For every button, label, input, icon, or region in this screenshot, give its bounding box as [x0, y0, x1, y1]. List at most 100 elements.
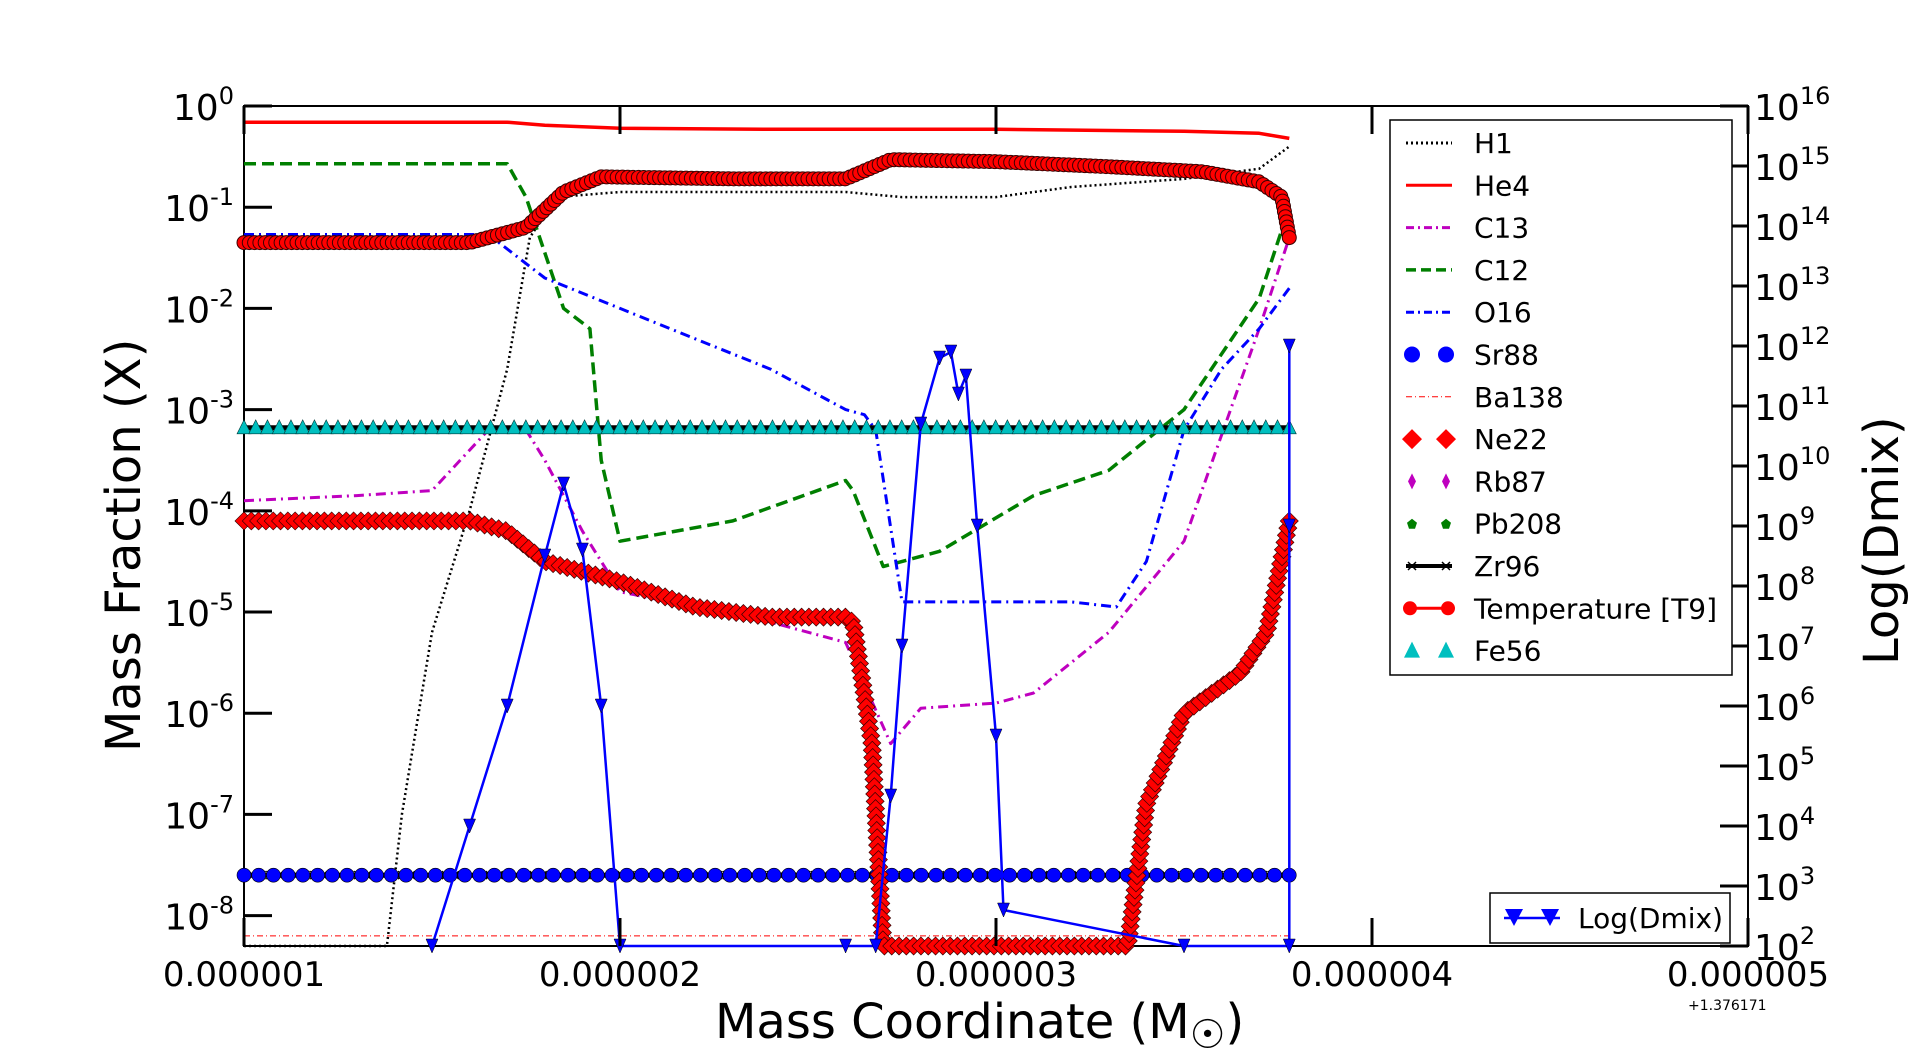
legend-entry-rb87: Rb87: [1408, 465, 1547, 498]
fe56-point: [1105, 419, 1121, 435]
y2-tick-label: 1010: [1754, 442, 1830, 489]
sr88-point: [1075, 867, 1091, 883]
fe56-point: [1176, 419, 1192, 435]
y-tick-label: 100: [173, 82, 234, 129]
sr88-point: [958, 867, 973, 883]
sr88-point: [943, 867, 958, 883]
y2-tick-label: 103: [1754, 862, 1815, 909]
legend-label: Log(Dmix): [1578, 902, 1723, 935]
fe56-point: [1199, 419, 1215, 435]
dmix-point: [952, 386, 965, 402]
line-c13: [243, 237, 1291, 746]
fe56-point: [260, 419, 275, 435]
fe56-point: [635, 419, 651, 435]
sr88-point: [1002, 867, 1017, 883]
x-offset-label: +1.376171: [1688, 998, 1767, 1014]
legend-entry-sr88: Sr88: [1404, 339, 1539, 372]
series-temperature-t9: [236, 152, 1297, 251]
fe56-point: [424, 419, 440, 435]
dmix-point: [839, 938, 852, 954]
legend-marker: [1505, 909, 1523, 926]
legend-entry-h1: H1: [1406, 127, 1513, 160]
sr88-point: [751, 867, 767, 883]
sr88-point: [1193, 867, 1209, 883]
fe56-point: [718, 419, 734, 435]
fe56-point: [1035, 419, 1051, 435]
legend2-entries: Log(Dmix): [1504, 902, 1723, 935]
sr88-point: [1223, 867, 1238, 883]
sr88-point: [766, 867, 782, 883]
fe56-point: [1234, 419, 1250, 435]
sr88-point: [1031, 867, 1047, 883]
legend-entry-log-dmix: Log(Dmix): [1504, 902, 1723, 935]
fe56-point: [835, 419, 851, 435]
dmix-point: [576, 542, 589, 558]
legend-marker: [1407, 561, 1417, 571]
legend-box: [1389, 119, 1733, 676]
dmix-point: [989, 728, 1003, 744]
fe56-point: [788, 419, 804, 435]
x-tick-label: 0.000001: [163, 955, 325, 995]
y2-tick-label: 1014: [1754, 202, 1830, 249]
fe56-point: [812, 419, 827, 435]
fe56-point: [624, 419, 640, 435]
temperature-point: [1281, 230, 1297, 246]
y-tick-label: 10-3: [164, 386, 234, 433]
legend-entries: H1 He4 C13 C12 O16 Sr88 Ba138 Ne22 Rb87 Pb208 Zr96…: [1402, 127, 1717, 668]
fe56-point: [1117, 419, 1133, 435]
sr88-point: [737, 867, 752, 883]
dmix-point: [463, 818, 476, 834]
legend-entry-pb208: Pb208: [1407, 508, 1562, 541]
sr88-point: [1164, 867, 1179, 883]
legend-marker: [1438, 346, 1454, 363]
sr88-point: [604, 867, 620, 883]
fe56-point: [1258, 419, 1274, 435]
y2-tick-label: 102: [1754, 922, 1815, 969]
legend-dmix: Log(Dmix): [1489, 892, 1731, 944]
sr88-point: [693, 867, 708, 883]
sr88-point: [501, 867, 517, 883]
fe56-point: [1140, 419, 1156, 435]
series-c12: [244, 161, 1291, 569]
dmix-point: [959, 368, 973, 384]
y2-tick-label: 1016: [1754, 82, 1830, 129]
sr88-point: [486, 867, 502, 883]
legend-marker: [1404, 346, 1420, 363]
sr88-point: [1178, 867, 1194, 883]
sr88-point: [354, 867, 370, 883]
dmix-point: [895, 638, 909, 654]
y-tick-label: 10-6: [164, 689, 234, 736]
fe56-point: [271, 419, 287, 435]
fe56-point: [494, 419, 510, 435]
legend-entry-c13: C13: [1406, 212, 1529, 245]
sr88-point: [531, 867, 546, 883]
fe56-point: [976, 419, 992, 435]
legend-marker: [1436, 429, 1456, 450]
sr88-point: [634, 867, 649, 883]
sr88-point: [825, 867, 841, 883]
sr88-point: [590, 867, 605, 883]
line-c12: [244, 161, 1291, 569]
sr88-point: [987, 867, 1003, 883]
sr88-point: [1149, 867, 1165, 883]
fe56-point: [988, 419, 1004, 435]
sr88-point: [619, 867, 635, 883]
y-tick-label: 10-7: [164, 790, 234, 837]
sr88-point: [840, 867, 855, 883]
dmix-point: [970, 518, 984, 534]
legend-entry-he4: He4: [1406, 169, 1530, 202]
series-ne22: [234, 511, 1299, 956]
x-tick-label: 0.000002: [539, 955, 701, 995]
fe56-point: [530, 419, 546, 435]
legend-marker: [1441, 561, 1451, 571]
fe56-point: [553, 419, 569, 435]
sr88-point: [545, 867, 561, 883]
legend-label: He4: [1474, 169, 1530, 202]
legend-entry-temperature-t9: Temperature [T9]: [1403, 592, 1717, 625]
legend-marker: [1404, 641, 1420, 658]
fe56-point: [295, 419, 311, 435]
legend-label: Sr88: [1474, 339, 1539, 372]
dmix-point: [500, 698, 514, 714]
dmix-point: [933, 350, 946, 366]
